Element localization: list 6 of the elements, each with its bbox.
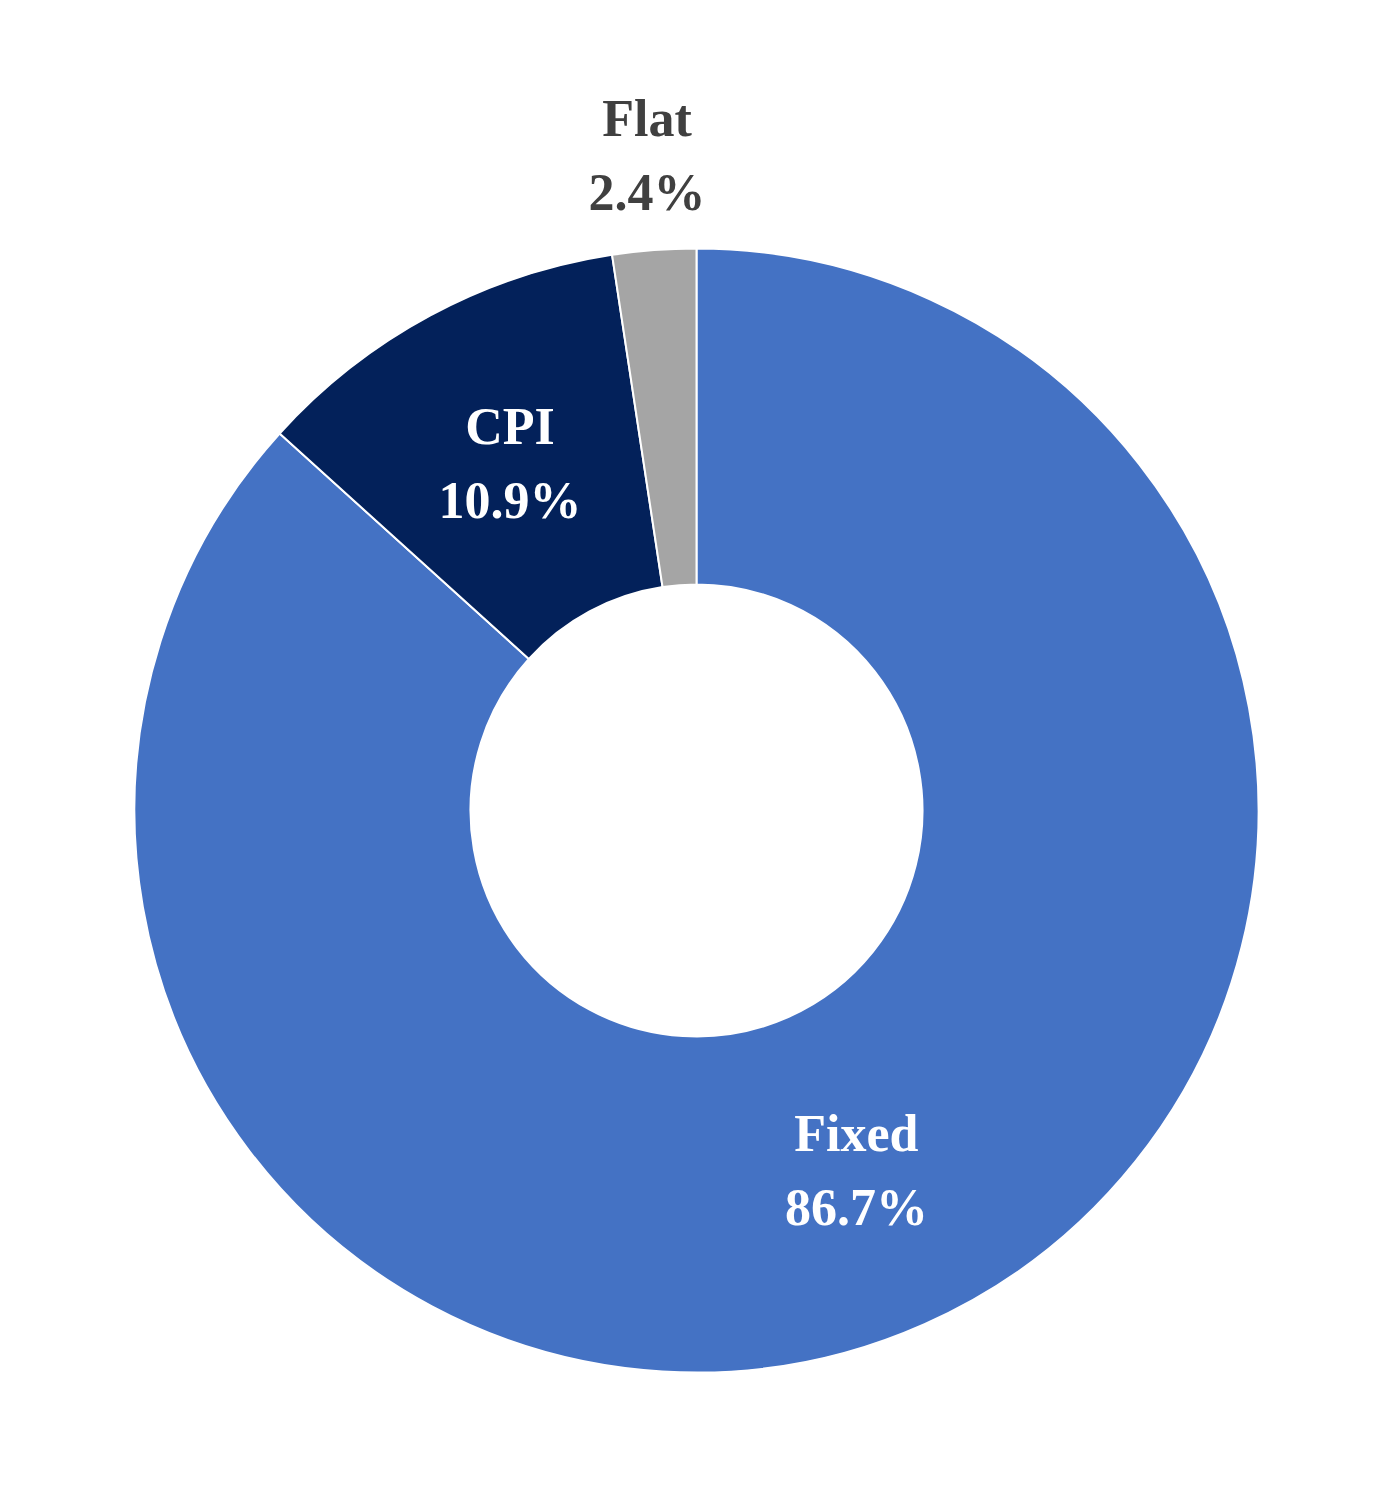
slice-label: CPI bbox=[465, 397, 555, 455]
data-label: 86.7% bbox=[784, 1179, 928, 1237]
slice-label: Flat bbox=[602, 89, 693, 147]
slice-label: Fixed bbox=[794, 1105, 919, 1163]
data-label: 2.4% bbox=[588, 163, 706, 221]
data-label: 10.9% bbox=[438, 472, 582, 530]
